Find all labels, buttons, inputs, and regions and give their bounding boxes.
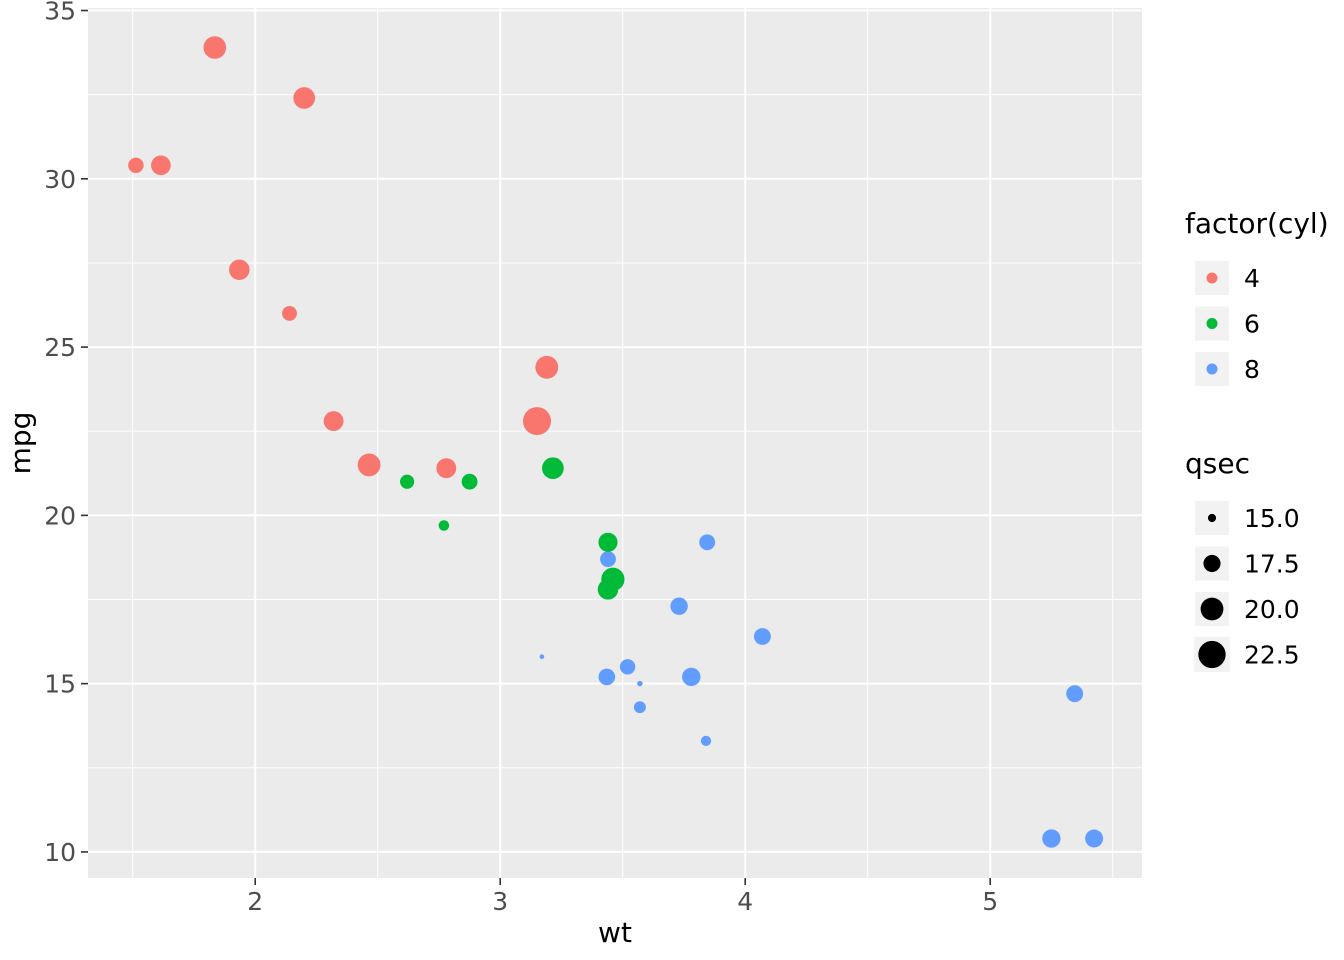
size-legend-label: 22.5 [1244,641,1300,670]
y-tick-label: 15 [44,670,76,699]
data-point [400,474,415,489]
data-point [619,659,636,675]
color-legend-label: 6 [1244,310,1260,339]
data-point [535,355,559,379]
data-point [699,534,716,551]
data-point [1066,685,1084,703]
x-tick-label: 3 [492,887,508,916]
data-point [282,305,297,321]
data-point [1042,829,1061,848]
data-point [229,259,250,280]
data-point [598,532,618,552]
y-tick-label: 10 [44,838,76,867]
size-legend-label: 15.0 [1244,504,1300,533]
data-point [323,411,344,432]
data-point [542,457,564,480]
y-axis-title: mpg [4,412,37,475]
x-tick-label: 5 [982,887,998,916]
size-legend-key-point [1203,554,1221,573]
data-point [438,520,450,531]
data-point [357,453,381,477]
y-tick-label: 35 [44,0,76,26]
y-tick-label: 20 [44,501,76,530]
size-legend-label: 20.0 [1244,595,1300,624]
x-tick-label: 4 [737,887,753,916]
color-legend-key-point [1206,318,1218,329]
size-legend: 15.0 17.5 20.0 22.5 [1194,501,1300,673]
data-point [597,579,619,600]
data-point [753,628,771,645]
x-axis-title: wt [598,916,632,949]
size-legend-label: 17.5 [1244,550,1300,579]
data-point [523,407,551,436]
panel-background [88,8,1142,878]
y-tick-label: 25 [44,333,76,362]
color-legend-title: factor(cyl) [1185,207,1329,240]
data-point [682,667,701,687]
size-legend-key-point [1200,597,1224,621]
data-point [600,551,616,568]
data-point [633,701,646,714]
size-legend-key-point [1198,640,1226,669]
data-point [151,155,171,176]
size-legend-key-point [1207,513,1217,523]
data-point [128,157,144,174]
color-legend-label: 8 [1244,355,1260,384]
color-legend: 4 6 8 [1195,261,1260,386]
size-legend-title: qsec [1185,447,1250,480]
plot-panel [88,8,1142,878]
data-point [1085,829,1104,848]
x-tick-label: 2 [247,887,263,916]
data-points-layer [128,36,1104,848]
data-point [539,654,545,659]
y-tick-label: 30 [44,165,76,194]
data-point [293,87,316,109]
color-legend-label: 4 [1244,264,1260,293]
color-legend-key-point [1206,272,1218,284]
data-point [700,735,712,746]
axes-layer: 2 3 4 5 10 15 20 25 30 35 [44,0,998,916]
data-point [436,458,457,479]
data-point [203,36,227,59]
color-legend-key-point [1206,363,1218,375]
data-point [461,473,478,490]
data-point [598,668,616,686]
data-point [637,680,643,687]
data-point [670,597,688,615]
